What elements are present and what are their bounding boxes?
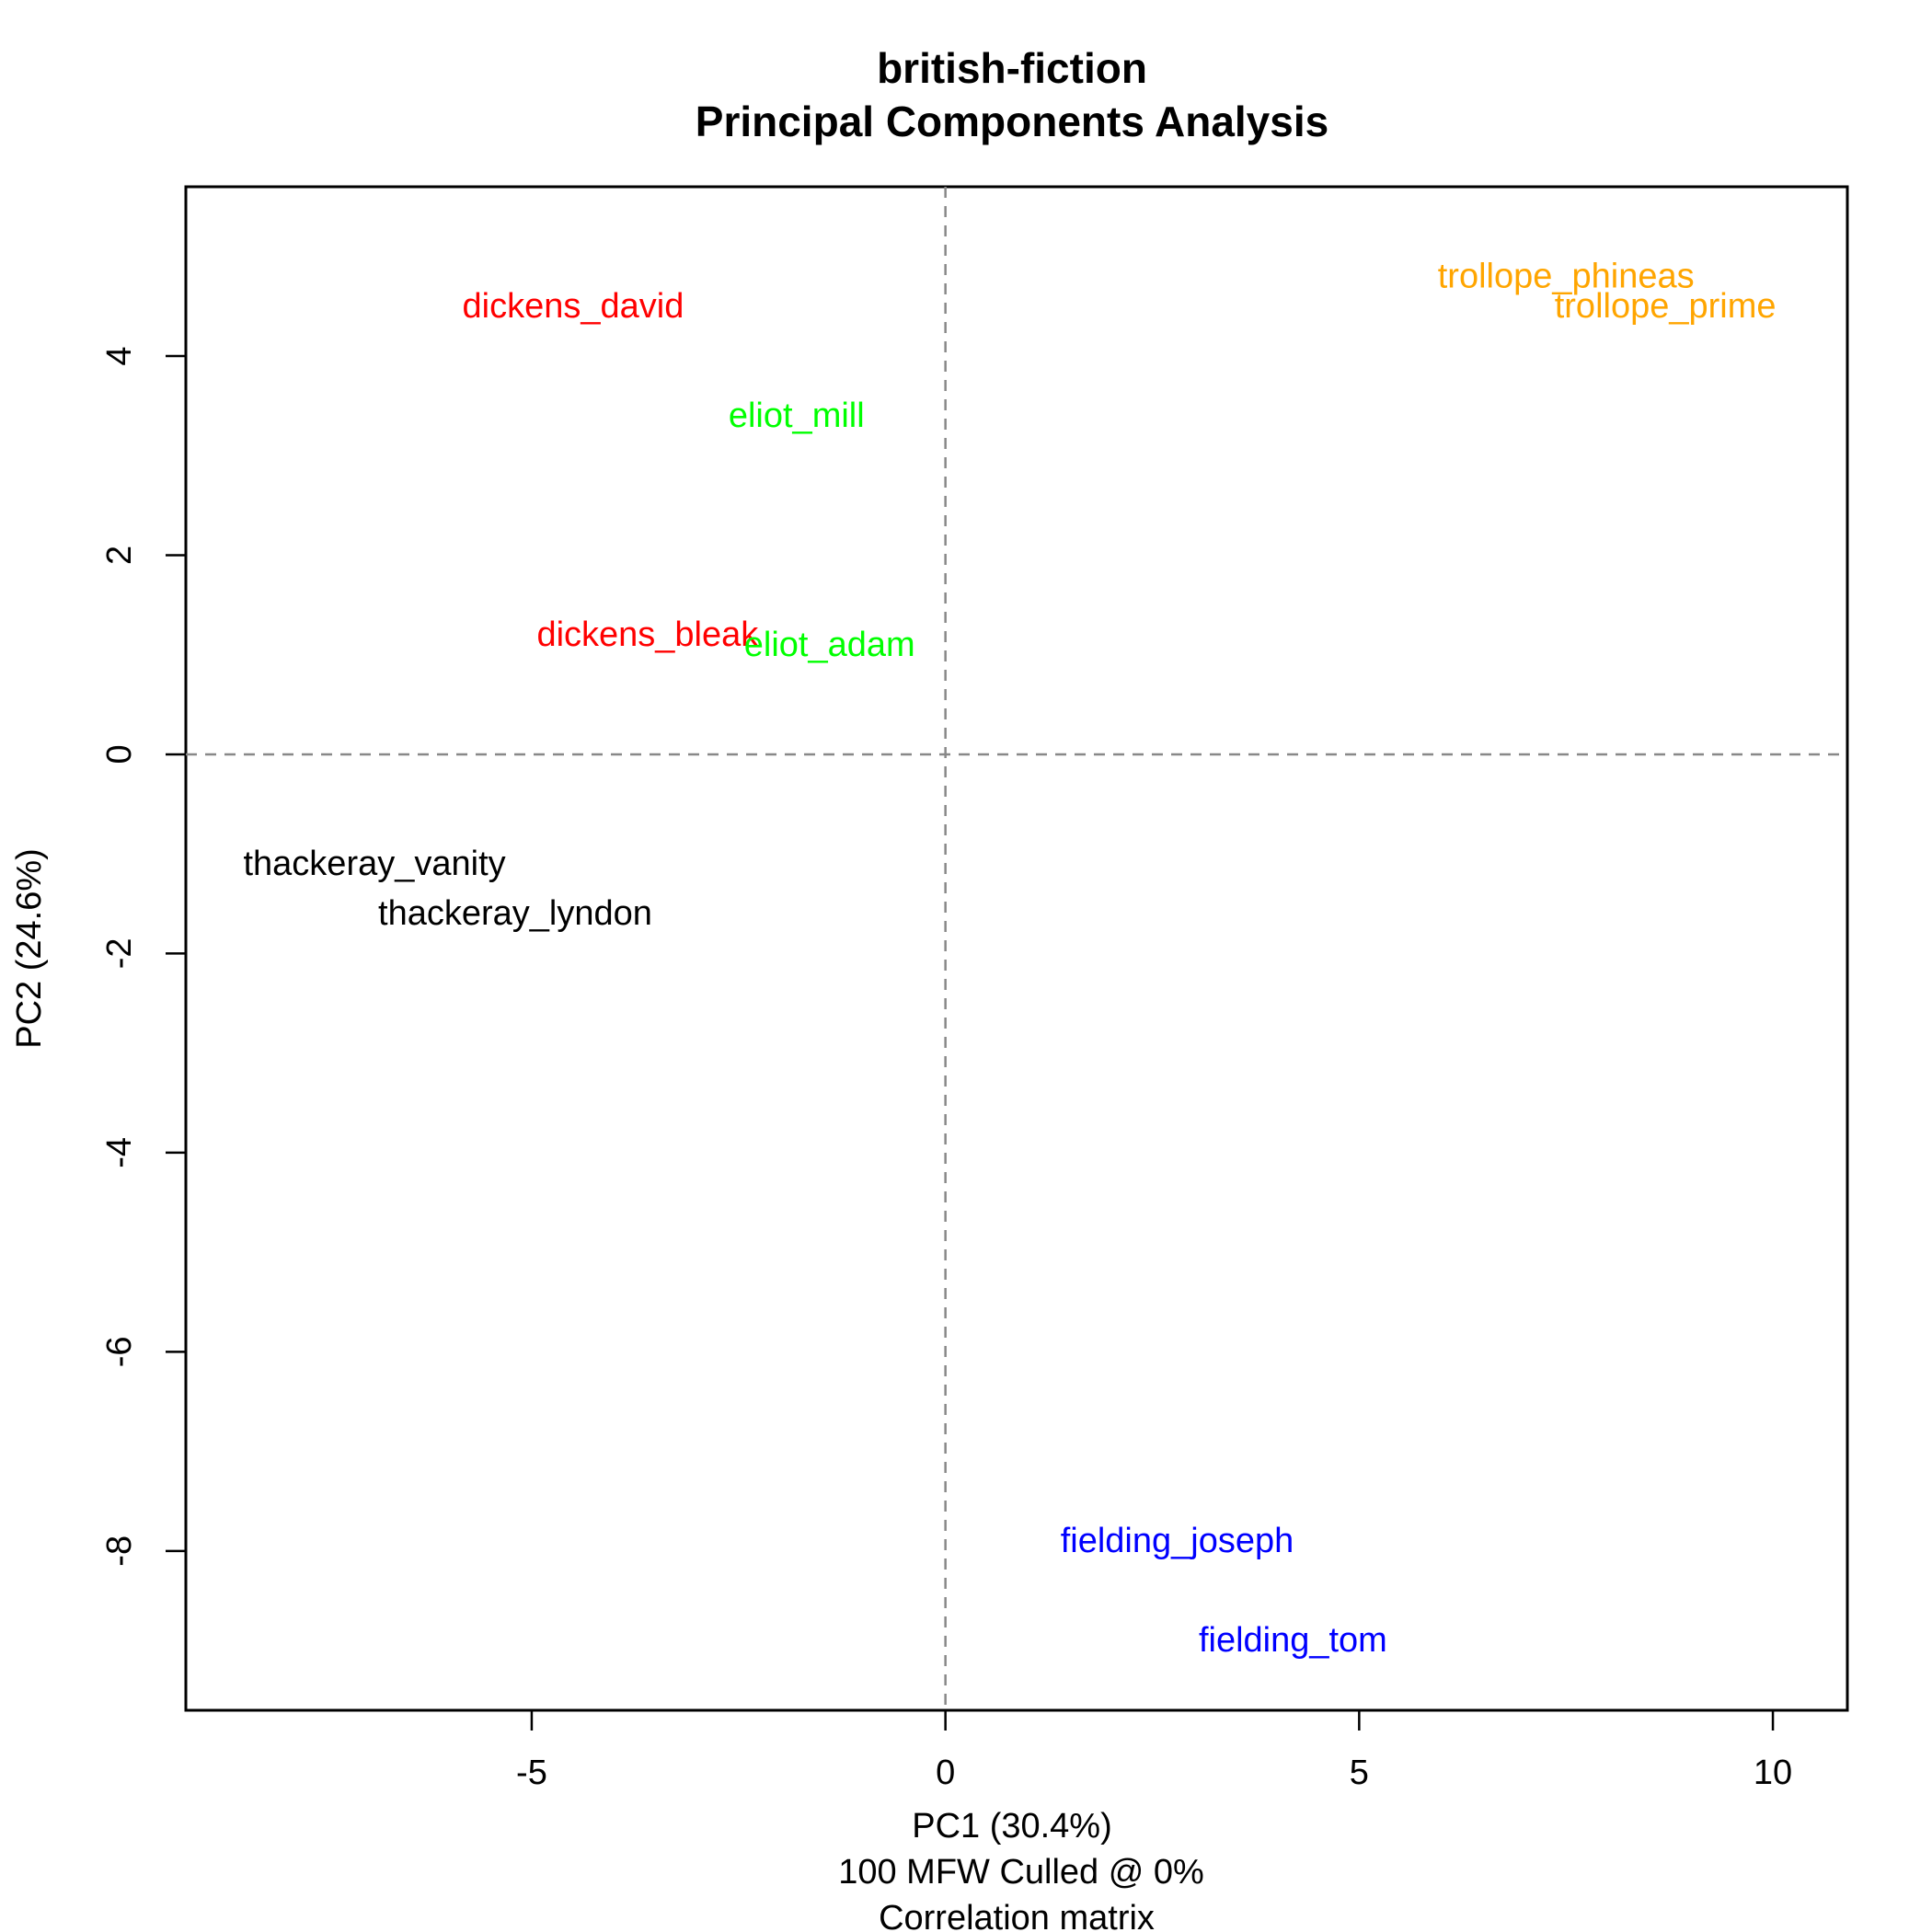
chart-title: british-fiction (877, 44, 1147, 92)
x-axis: -5 0 5 10 (516, 1708, 1792, 1792)
chart-subtitle: Principal Components Analysis (696, 98, 1328, 145)
point-label-trollope-prime: trollope_prime (1555, 287, 1777, 326)
point-label-fielding-joseph: fielding_joseph (1061, 1522, 1294, 1560)
x-tick-label: 0 (936, 1754, 955, 1792)
point-label-thackeray-vanity: thackeray_vanity (243, 845, 505, 883)
point-label-trollope-phineas: trollope_phineas (1438, 257, 1695, 295)
x-tick-label: 5 (1350, 1754, 1369, 1792)
x-axis-label: PC1 (30.4%) (912, 1807, 1112, 1846)
y-tick-label: 2 (100, 546, 139, 565)
point-label-dickens-bleak: dickens_bleak (536, 615, 759, 654)
y-axis-label: PC2 (24.6%) (10, 848, 49, 1049)
y-axis: -8 -6 -4 -2 0 2 4 (100, 346, 186, 1567)
x-tick-label: 10 (1754, 1754, 1792, 1792)
y-tick-label: -6 (100, 1336, 139, 1367)
x-axis-note-mfw: 100 MFW Culled @ 0% (838, 1853, 1204, 1892)
point-label-thackeray-lyndon: thackeray_lyndon (378, 894, 652, 933)
point-labels: dickens_david dickens_bleak eliot_millelio… (243, 257, 1776, 1660)
y-tick-label: 4 (100, 346, 139, 365)
point-label-eliot-mill: eliot_mill (729, 397, 865, 435)
y-tick-label: -2 (100, 938, 139, 970)
y-tick-label: 0 (100, 744, 139, 764)
x-axis-note-matrix: Correlation matrix (879, 1899, 1155, 1932)
plot-frame (184, 185, 1849, 1712)
x-tick-label: -5 (516, 1754, 547, 1792)
point-label-fielding-tom: fielding_tom (1199, 1621, 1387, 1660)
y-tick-label: -4 (100, 1137, 139, 1168)
y-tick-label: -8 (100, 1535, 139, 1567)
point-label-dickens-david: dickens_david (463, 287, 684, 326)
point-label-eliot-adam: eliot_adam (744, 626, 915, 664)
